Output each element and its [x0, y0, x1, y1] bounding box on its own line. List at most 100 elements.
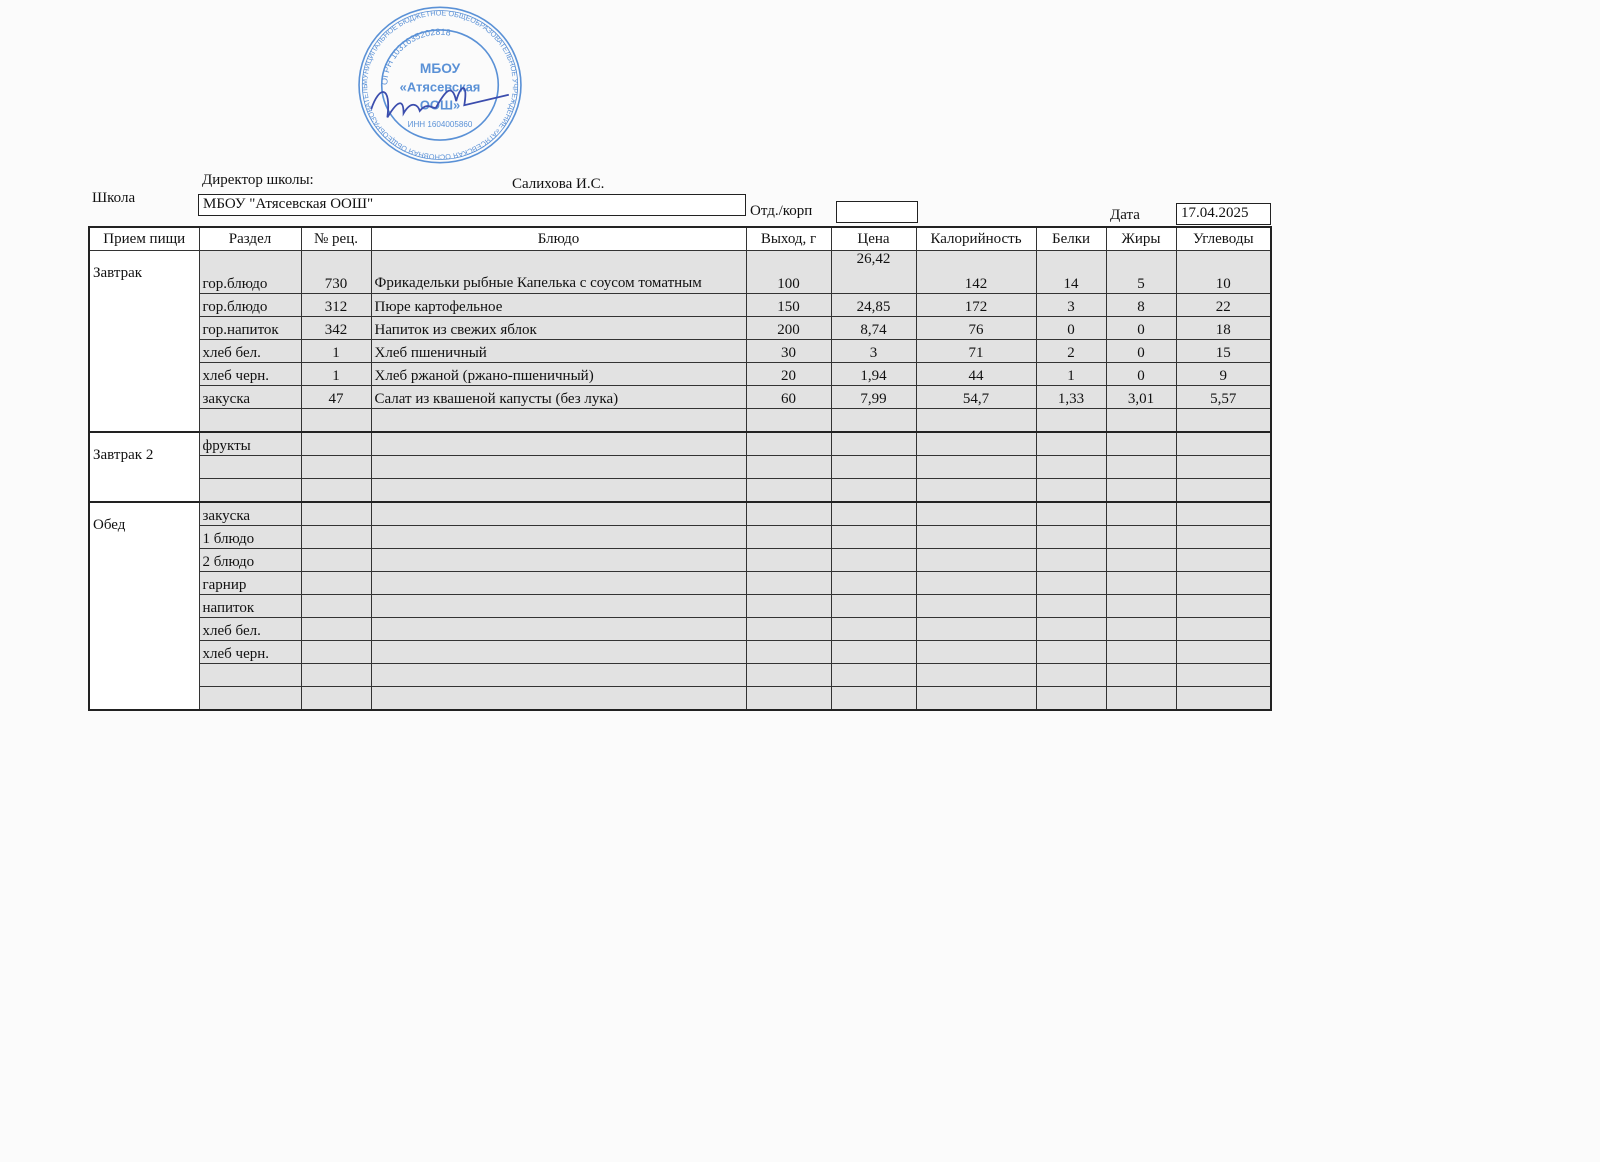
carbs-cell	[1175, 431, 1272, 456]
section-cell: гарнир	[198, 571, 302, 595]
recipe-number-cell: 1	[300, 339, 372, 363]
price-cell	[830, 686, 917, 711]
dish-cell	[370, 548, 747, 572]
date-label: Дата	[1110, 207, 1140, 223]
carbs-cell: 18	[1175, 316, 1272, 340]
dish-cell	[370, 594, 747, 618]
recipe-number-cell	[300, 455, 372, 479]
table-row: Обед закуска	[88, 501, 1272, 711]
yield-cell	[745, 594, 832, 618]
fats-cell: 8	[1105, 293, 1177, 317]
dish-cell	[370, 431, 747, 456]
fats-cell	[1105, 617, 1177, 641]
price-cell	[830, 431, 917, 456]
yield-cell: 150	[745, 293, 832, 317]
table-row: напиток	[89, 594, 1272, 618]
section-cell: хлеб бел.	[198, 339, 302, 363]
director-label: Директор школы:	[202, 172, 314, 188]
calories-cell	[915, 686, 1037, 711]
table-row: гор.напиток 342 Напиток из свежих яблок 200…	[89, 316, 1272, 340]
fats-cell	[1105, 431, 1177, 456]
carbs-cell	[1175, 663, 1272, 687]
price-cell: 26,42	[830, 250, 917, 294]
proteins-cell: 2	[1035, 339, 1107, 363]
column-header: № рец.	[300, 226, 372, 251]
table-row: хлеб бел.	[89, 617, 1272, 641]
price-cell	[830, 478, 917, 503]
yield-cell: 100	[745, 250, 832, 294]
table-row	[89, 455, 1272, 479]
price-cell	[830, 640, 917, 664]
recipe-number-cell	[300, 478, 372, 503]
table-row: закуска 47 Салат из квашеной капусты (без …	[89, 385, 1272, 409]
carbs-cell: 5,57	[1175, 385, 1272, 409]
dish-cell: Салат из квашеной капусты (без лука)	[370, 385, 747, 409]
section-cell	[198, 663, 302, 687]
carbs-cell	[1175, 571, 1272, 595]
recipe-number-cell	[300, 501, 372, 526]
dish-cell: Хлеб ржаной (ржано-пшеничный)	[370, 362, 747, 386]
yield-cell: 200	[745, 316, 832, 340]
carbs-cell	[1175, 408, 1272, 433]
calories-cell: 71	[915, 339, 1037, 363]
table-row: Завтрак 2 фрукты	[88, 431, 1272, 503]
proteins-cell	[1035, 594, 1107, 618]
column-header: Жиры	[1105, 226, 1177, 251]
calories-cell	[915, 617, 1037, 641]
calories-cell: 172	[915, 293, 1037, 317]
school-field[interactable]: МБОУ "Атясевская ООШ"	[198, 194, 746, 216]
section-cell: 1 блюдо	[198, 525, 302, 549]
fats-cell: 0	[1105, 339, 1177, 363]
fats-cell	[1105, 548, 1177, 572]
section-cell	[198, 455, 302, 479]
dish-cell	[370, 617, 747, 641]
price-cell	[830, 501, 917, 526]
calories-cell: 142	[915, 250, 1037, 294]
carbs-cell	[1175, 594, 1272, 618]
carbs-cell: 22	[1175, 293, 1272, 317]
fats-cell	[1105, 571, 1177, 595]
school-stamp: МУНИЦИПАЛЬНОЕ БЮДЖЕТНОЕ ОБЩЕОБРАЗОВАТЕЛЬ…	[355, 4, 522, 164]
recipe-number-cell	[300, 548, 372, 572]
price-cell: 3	[830, 339, 917, 363]
section-cell: хлеб бел.	[198, 617, 302, 641]
column-header: Цена	[830, 226, 917, 251]
menu-table: Прием пищи Раздел № рец. Блюдо Выход, г Цена К…	[88, 226, 1272, 711]
carbs-cell	[1175, 548, 1272, 572]
price-cell	[830, 408, 917, 433]
price-cell	[830, 594, 917, 618]
dish-cell: Фрикадельки рыбные Капелька с соусом том…	[370, 250, 747, 294]
meal-name: Обед	[88, 501, 200, 711]
fats-cell	[1105, 501, 1177, 526]
dish-cell	[370, 663, 747, 687]
table-row: гор.блюдо 312 Пюре картофельное 150 24,85 172…	[89, 293, 1272, 317]
fats-cell: 3,01	[1105, 385, 1177, 409]
carbs-cell	[1175, 686, 1272, 711]
table-row: хлеб черн. 1 Хлеб ржаной (ржано-пшеничный)…	[89, 362, 1272, 386]
calories-cell	[915, 478, 1037, 503]
dish-cell: Напиток из свежих яблок	[370, 316, 747, 340]
proteins-cell: 14	[1035, 250, 1107, 294]
yield-cell: 20	[745, 362, 832, 386]
recipe-number-cell: 1	[300, 362, 372, 386]
price-cell: 24,85	[830, 293, 917, 317]
yield-cell	[745, 455, 832, 479]
date-field[interactable]: 17.04.2025	[1176, 203, 1271, 225]
recipe-number-cell: 47	[300, 385, 372, 409]
price-cell: 7,99	[830, 385, 917, 409]
price-cell	[830, 525, 917, 549]
dish-cell	[370, 640, 747, 664]
fats-cell	[1105, 686, 1177, 711]
calories-cell	[915, 501, 1037, 526]
dish-cell	[370, 571, 747, 595]
column-header: Прием пищи	[88, 226, 200, 251]
dish-cell: Пюре картофельное	[370, 293, 747, 317]
fats-cell	[1105, 408, 1177, 433]
calories-cell	[915, 571, 1037, 595]
dept-field[interactable]	[836, 201, 918, 223]
column-header: Калорийность	[915, 226, 1037, 251]
fats-cell: 0	[1105, 362, 1177, 386]
svg-text:ООШ»: ООШ»	[420, 97, 460, 112]
proteins-cell	[1035, 663, 1107, 687]
proteins-cell: 3	[1035, 293, 1107, 317]
